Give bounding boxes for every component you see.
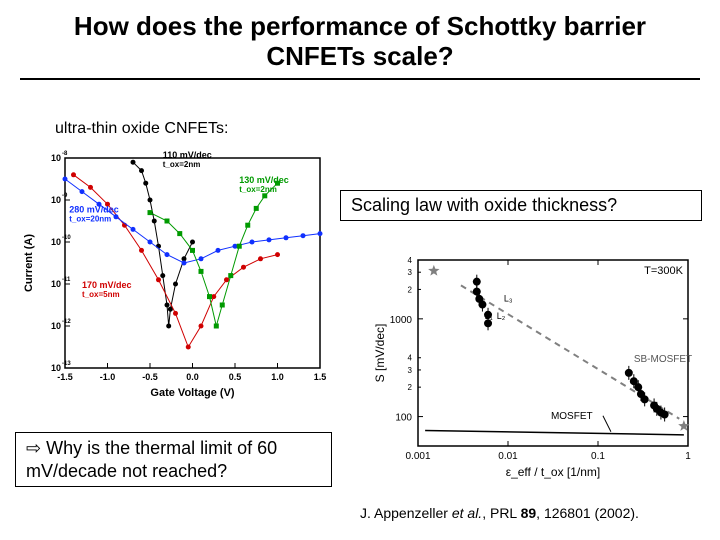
right-chart: 0.001 0.01 0.1 1 100 1000 2 3 4 2 3 4 ε_eff / t_ox [… xyxy=(370,250,700,480)
svg-text:L₃: L₃ xyxy=(504,294,513,304)
svg-text:MOSFET: MOSFET xyxy=(551,411,593,422)
svg-text:2: 2 xyxy=(408,383,413,392)
svg-text:-13: -13 xyxy=(62,361,71,367)
title-underline xyxy=(20,78,700,80)
svg-text:-1.0: -1.0 xyxy=(100,372,116,382)
svg-text:10: 10 xyxy=(51,363,61,373)
citation-author: J. Appenzeller xyxy=(360,505,448,521)
svg-text:t_ox=2nm: t_ox=2nm xyxy=(239,185,277,194)
svg-text:1: 1 xyxy=(685,451,691,462)
question-thermal-text: Why is the thermal limit of 60 mV/decade… xyxy=(26,438,277,481)
svg-text:t_ox=2nm: t_ox=2nm xyxy=(163,160,201,169)
svg-text:10: 10 xyxy=(51,195,61,205)
svg-text:170 mV/dec: 170 mV/dec xyxy=(82,280,132,290)
arrow-icon: ⇨ xyxy=(26,438,46,458)
svg-text:t_ox=20nm: t_ox=20nm xyxy=(69,215,111,224)
svg-text:-12: -12 xyxy=(62,319,71,325)
svg-text:-8: -8 xyxy=(62,151,68,157)
question-thermal-limit: ⇨ Why is the thermal limit of 60 mV/deca… xyxy=(15,432,332,487)
svg-text:10: 10 xyxy=(51,279,61,289)
svg-text:Current (A): Current (A) xyxy=(23,234,35,292)
subtitle: ultra-thin oxide CNFETs: xyxy=(55,120,228,138)
svg-text:0.001: 0.001 xyxy=(405,451,430,462)
citation-etal: et al. xyxy=(448,505,482,521)
citation-rest: , 126801 (2002). xyxy=(536,505,639,521)
page-title: How does the performance of Schottky bar… xyxy=(0,0,720,78)
svg-text:-0.5: -0.5 xyxy=(142,372,158,382)
citation: J. Appenzeller et al., PRL 89, 126801 (2… xyxy=(360,505,639,521)
citation-vol: 89 xyxy=(521,505,537,521)
svg-text:1000: 1000 xyxy=(390,315,413,326)
svg-text:-11: -11 xyxy=(62,277,71,283)
svg-text:130 mV/dec: 130 mV/dec xyxy=(239,175,289,185)
svg-text:100: 100 xyxy=(395,413,412,424)
svg-text:-10: -10 xyxy=(62,235,71,241)
svg-text:t_ox=5nm: t_ox=5nm xyxy=(82,290,120,299)
svg-text:SB-MOSFET: SB-MOSFET xyxy=(634,354,692,365)
svg-text:4: 4 xyxy=(408,256,413,265)
svg-text:10: 10 xyxy=(51,153,61,163)
svg-text:-1.5: -1.5 xyxy=(57,372,73,382)
svg-text:ε_eff / t_ox [1/nm]: ε_eff / t_ox [1/nm] xyxy=(506,465,601,479)
svg-text:1.5: 1.5 xyxy=(314,372,327,382)
svg-text:0.5: 0.5 xyxy=(229,372,242,382)
citation-journal: , PRL xyxy=(482,505,520,521)
svg-text:10: 10 xyxy=(51,237,61,247)
svg-text:0.01: 0.01 xyxy=(498,451,518,462)
svg-text:3: 3 xyxy=(408,268,413,277)
question-scaling-law: Scaling law with oxide thickness? xyxy=(340,190,702,221)
svg-text:3: 3 xyxy=(408,366,413,375)
svg-text:4: 4 xyxy=(408,354,413,363)
svg-text:280 mV/dec: 280 mV/dec xyxy=(69,205,119,215)
svg-text:2: 2 xyxy=(408,285,413,294)
left-chart: -1.5-1.0-0.50.00.51.01.510-1310-1210-111… xyxy=(20,150,330,400)
svg-text:0.0: 0.0 xyxy=(186,372,199,382)
svg-text:110 mV/dec: 110 mV/dec xyxy=(163,150,212,160)
svg-text:L₂: L₂ xyxy=(497,311,506,321)
svg-text:1.0: 1.0 xyxy=(271,372,284,382)
svg-text:0.1: 0.1 xyxy=(591,451,605,462)
svg-text:-9: -9 xyxy=(62,193,68,199)
svg-text:Gate Voltage (V): Gate Voltage (V) xyxy=(150,387,234,399)
svg-text:S [mV/dec]: S [mV/dec] xyxy=(373,324,387,383)
svg-text:10: 10 xyxy=(51,321,61,331)
svg-text:L₁: L₁ xyxy=(485,311,493,321)
svg-text:T=300K: T=300K xyxy=(644,265,683,277)
